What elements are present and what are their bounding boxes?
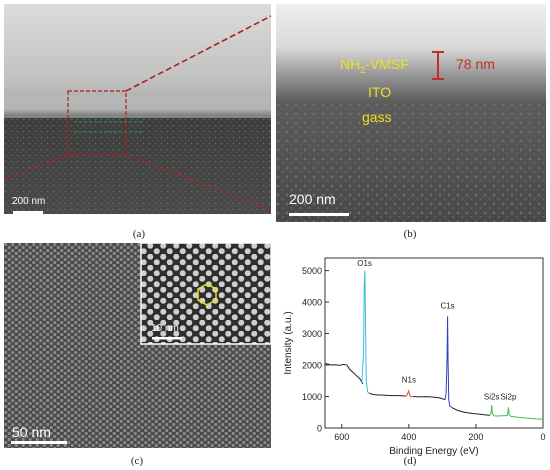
peak-label: N1s — [402, 375, 416, 384]
peak-labels: O1s N1s C1s Si2s Si2p — [357, 259, 517, 402]
y-tick-label: 2000 — [302, 361, 322, 371]
panel-b-sem-image: NH2-VMSF ITO gass 78 nm 200 nm — [276, 4, 546, 222]
thickness-label: 78 nm — [456, 56, 495, 72]
peak-label: Si2s — [484, 393, 500, 402]
panel-a-caption: (a) — [132, 228, 146, 240]
series-segment-3 — [405, 389, 413, 398]
panel-c-svg — [4, 243, 271, 448]
layer-label-glass: gass — [362, 109, 392, 125]
panel-a-scale-label: 200 nm — [12, 196, 46, 207]
x-tick-label: 200 — [468, 432, 483, 442]
y-tick-label: 0 — [317, 424, 322, 434]
series-segment-0 — [324, 362, 364, 385]
inset-scale-label: 10 nm — [151, 323, 179, 334]
series-segment-1 — [361, 270, 370, 394]
x-axis-ticks: 600 400 200 0 — [334, 424, 546, 442]
peak-label: Si2p — [500, 393, 517, 402]
panel-c-scale-label: 50 nm — [12, 424, 51, 440]
x-tick-label: 0 — [540, 432, 545, 442]
y-tick-label: 5000 — [302, 266, 322, 276]
y-axis-label: Intensity (a.u.) — [283, 311, 294, 374]
series-segment-4 — [412, 396, 446, 401]
panel-a-svg — [4, 4, 271, 214]
panel-c-tem-image: 10 nm 50 nm — [4, 243, 271, 448]
series-segment-6 — [451, 407, 491, 416]
layer-label-ito: ITO — [368, 84, 392, 100]
series-segment-5 — [444, 316, 453, 408]
y-tick-label: 1000 — [302, 392, 322, 402]
panel-a-sem-image: 200 nm — [4, 4, 271, 214]
panel-c-caption: (c) — [130, 455, 144, 467]
plot-frame — [324, 257, 544, 429]
spectrum-series — [324, 270, 544, 420]
layer-label-nh: NH — [340, 56, 361, 72]
y-axis-ticks: 0 1000 2000 3000 4000 5000 — [302, 266, 329, 434]
y-tick-label: 4000 — [302, 298, 322, 308]
x-tick-label: 400 — [401, 432, 416, 442]
y-tick-label: 3000 — [302, 329, 322, 339]
layer-label-vmsf: -VMSF — [365, 56, 409, 72]
series-segment-2 — [369, 392, 406, 397]
panel-b-scale-label: 200 nm — [289, 191, 336, 207]
layer-label-sub: 2 — [360, 64, 366, 75]
x-axis-label: Binding Energy (eV) — [389, 446, 479, 457]
peak-label: O1s — [357, 259, 372, 268]
series-segment-7 — [489, 404, 544, 420]
panel-d-caption: (d) — [403, 455, 417, 467]
x-tick-label: 600 — [334, 432, 349, 442]
panel-b-caption: (b) — [403, 228, 417, 240]
layer-label-nh2-vmsf: NH2-VMSF — [340, 56, 409, 75]
peak-label: C1s — [440, 301, 454, 310]
panel-b-svg — [276, 4, 546, 222]
